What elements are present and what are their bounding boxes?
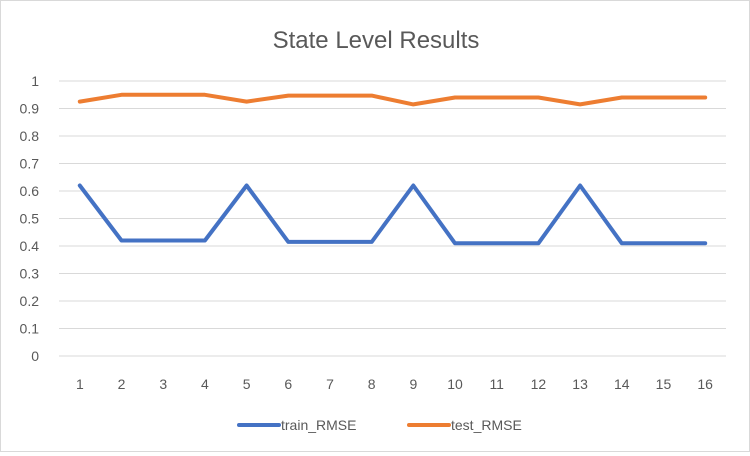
x-tick-label: 5 bbox=[243, 376, 251, 392]
x-tick-label: 9 bbox=[409, 376, 417, 392]
x-tick-label: 6 bbox=[284, 376, 292, 392]
legend-label: train_RMSE bbox=[281, 417, 356, 433]
x-tick-label: 15 bbox=[656, 376, 672, 392]
x-tick-label: 4 bbox=[201, 376, 209, 392]
legend: train_RMSE test_RMSE bbox=[237, 417, 522, 433]
x-tick-label: 12 bbox=[531, 376, 547, 392]
y-tick-label: 0.6 bbox=[20, 183, 40, 199]
x-tick-label: 11 bbox=[489, 376, 504, 392]
y-tick-label: 0 bbox=[31, 348, 39, 364]
series-lines bbox=[77, 92, 708, 246]
y-tick-label: 0.1 bbox=[20, 321, 40, 337]
x-tick-label: 8 bbox=[368, 376, 376, 392]
x-tick-label: 14 bbox=[614, 376, 630, 392]
x-tick-label: 1 bbox=[76, 376, 84, 392]
legend-label: test_RMSE bbox=[451, 417, 522, 433]
x-tick-label: 16 bbox=[697, 376, 713, 392]
series-line-train-rmse bbox=[77, 183, 708, 246]
x-tick-label: 7 bbox=[326, 376, 334, 392]
x-axis-ticks: 1 2 3 4 5 6 7 8 9 10 11 12 13 14 15 16 bbox=[76, 376, 713, 392]
x-tick-label: 3 bbox=[159, 376, 167, 392]
x-tick-label: 2 bbox=[118, 376, 126, 392]
y-tick-label: 1 bbox=[31, 73, 39, 89]
x-tick-label: 13 bbox=[572, 376, 588, 392]
x-tick-label: 10 bbox=[447, 376, 463, 392]
y-tick-label: 0.5 bbox=[20, 211, 40, 227]
chart-title: State Level Results bbox=[273, 27, 480, 54]
y-tick-label: 0.9 bbox=[20, 101, 40, 117]
y-tick-label: 0.2 bbox=[20, 293, 40, 309]
gridlines bbox=[59, 80, 726, 357]
y-tick-label: 0.7 bbox=[20, 156, 40, 172]
series-line-test-rmse bbox=[77, 92, 708, 107]
y-tick-label: 0.8 bbox=[20, 128, 40, 144]
y-tick-label: 0.3 bbox=[20, 266, 40, 282]
y-tick-label: 0.4 bbox=[20, 238, 40, 254]
y-axis-ticks: 0 0.1 0.2 0.3 0.4 0.5 0.6 0.7 0.8 0.9 1 bbox=[20, 73, 40, 364]
